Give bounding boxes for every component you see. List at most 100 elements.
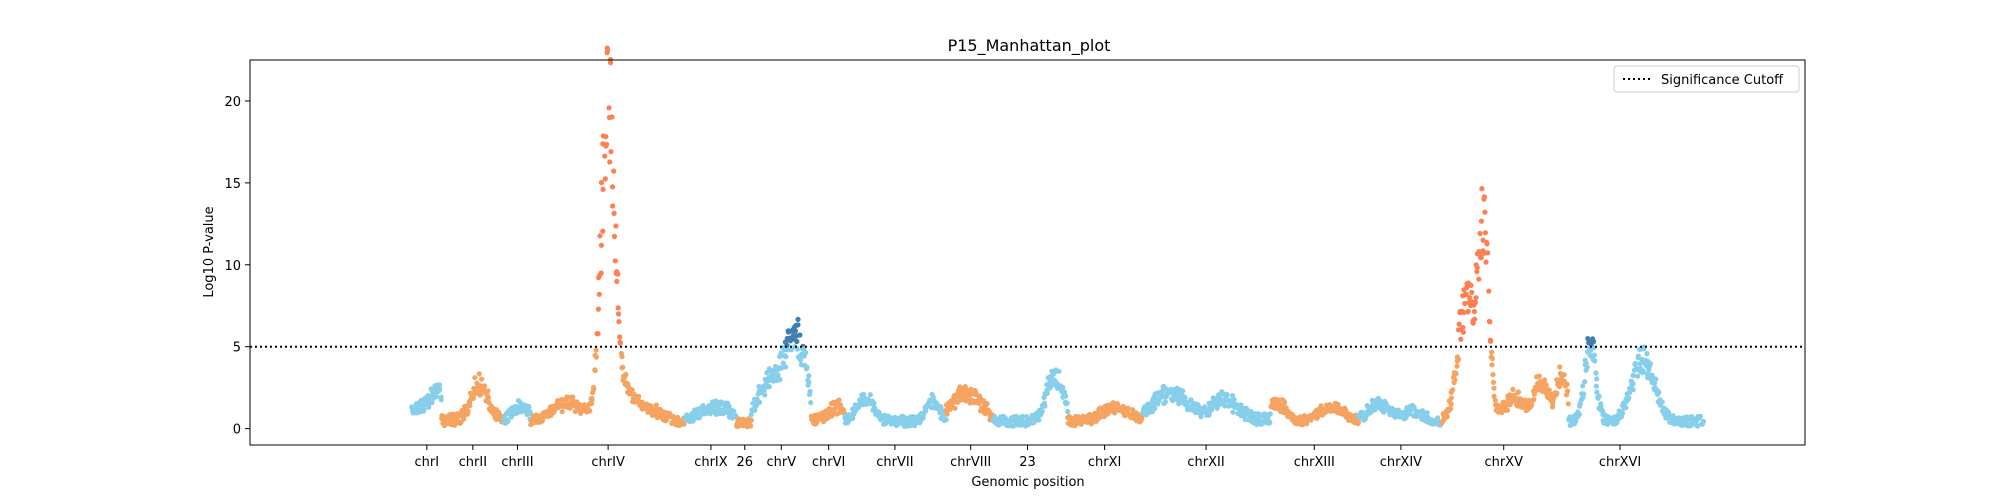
data-point xyxy=(1304,421,1310,427)
chromosome-points-chrIX xyxy=(682,398,740,424)
data-point xyxy=(792,328,799,334)
data-point xyxy=(1064,400,1070,406)
data-point xyxy=(1472,299,1478,305)
data-point xyxy=(610,203,616,209)
data-point xyxy=(756,399,763,405)
data-point xyxy=(762,392,768,398)
data-point xyxy=(1504,407,1511,413)
data-point xyxy=(1529,402,1535,408)
data-point xyxy=(476,371,482,377)
data-point xyxy=(836,397,842,403)
data-point xyxy=(1282,400,1288,406)
data-point xyxy=(608,149,614,155)
x-axis-label: Genomic position xyxy=(971,475,1084,490)
data-point xyxy=(761,388,767,394)
data-point xyxy=(438,397,444,403)
data-point xyxy=(954,399,961,405)
data-point xyxy=(1557,364,1563,370)
y-tick-label: 20 xyxy=(224,95,241,110)
data-point xyxy=(1637,361,1643,367)
data-point xyxy=(603,134,609,140)
legend-entry-significance-cutoff: Significance Cutoff xyxy=(1661,73,1784,88)
data-point xyxy=(1510,386,1516,392)
data-point xyxy=(505,418,511,424)
chromosome-points-26 xyxy=(734,416,755,430)
data-point xyxy=(920,412,927,418)
data-point xyxy=(1626,395,1632,401)
data-point xyxy=(1561,372,1567,378)
data-point xyxy=(1536,373,1542,379)
x-tick-label: chrXV xyxy=(1484,455,1523,470)
data-point xyxy=(766,384,772,390)
data-point xyxy=(607,159,613,165)
data-point xyxy=(615,271,621,277)
data-point xyxy=(1581,391,1587,397)
data-point xyxy=(1056,368,1062,374)
data-point xyxy=(1488,338,1494,344)
data-point xyxy=(1222,403,1228,409)
data-point xyxy=(572,408,578,415)
data-point xyxy=(1591,352,1597,358)
data-point xyxy=(806,373,812,379)
data-point xyxy=(1640,368,1646,374)
data-point xyxy=(1238,402,1244,408)
data-point xyxy=(648,403,654,409)
data-point xyxy=(485,395,492,401)
x-tick-label: chrIX xyxy=(694,455,728,470)
data-point xyxy=(587,408,593,414)
data-point xyxy=(1444,414,1450,420)
data-point xyxy=(1653,376,1659,382)
data-point xyxy=(1486,288,1492,294)
data-point xyxy=(617,334,623,340)
x-tick-label: chrVII xyxy=(876,455,913,470)
data-point xyxy=(783,354,789,360)
data-point xyxy=(605,48,611,54)
data-point xyxy=(1515,389,1522,395)
chromosome-points-chrXIV xyxy=(1356,395,1444,428)
data-point xyxy=(1481,194,1487,200)
data-point xyxy=(615,305,621,311)
y-tick-label: 10 xyxy=(224,259,241,274)
data-point xyxy=(609,114,615,120)
data-point xyxy=(748,412,754,418)
data-point xyxy=(1479,186,1485,192)
data-point xyxy=(610,184,616,190)
data-point xyxy=(591,386,597,392)
data-point xyxy=(1491,393,1497,399)
data-point xyxy=(1584,364,1590,370)
data-point xyxy=(1372,407,1378,413)
data-point xyxy=(1209,407,1215,413)
data-point xyxy=(593,354,600,360)
data-point xyxy=(1424,410,1430,416)
y-tick-label: 15 xyxy=(224,177,241,192)
data-point xyxy=(1489,349,1495,355)
data-point xyxy=(1478,218,1484,224)
data-point xyxy=(421,406,427,412)
data-point xyxy=(1694,423,1700,429)
data-point xyxy=(1635,353,1641,359)
data-point xyxy=(1065,408,1071,415)
data-point xyxy=(1453,371,1459,377)
data-point xyxy=(620,364,626,370)
data-point xyxy=(1061,389,1067,395)
legend: Significance Cutoff xyxy=(1613,65,1800,93)
data-point xyxy=(1482,209,1488,215)
x-tick-label: chrIII xyxy=(501,455,533,470)
data-point xyxy=(1267,411,1273,417)
data-point xyxy=(1152,405,1158,411)
data-point xyxy=(779,365,785,371)
data-point xyxy=(1531,396,1537,403)
data-point xyxy=(681,421,687,427)
data-point xyxy=(984,401,990,407)
data-point xyxy=(795,316,801,322)
data-point xyxy=(808,400,814,406)
data-point xyxy=(1487,319,1493,325)
chromosome-points-chrVII xyxy=(842,391,949,429)
data-point xyxy=(783,364,789,370)
data-point xyxy=(452,422,458,428)
data-point xyxy=(1474,269,1480,275)
y-tick-label: 5 xyxy=(233,341,241,356)
data-point xyxy=(592,368,598,374)
data-point xyxy=(963,398,969,404)
